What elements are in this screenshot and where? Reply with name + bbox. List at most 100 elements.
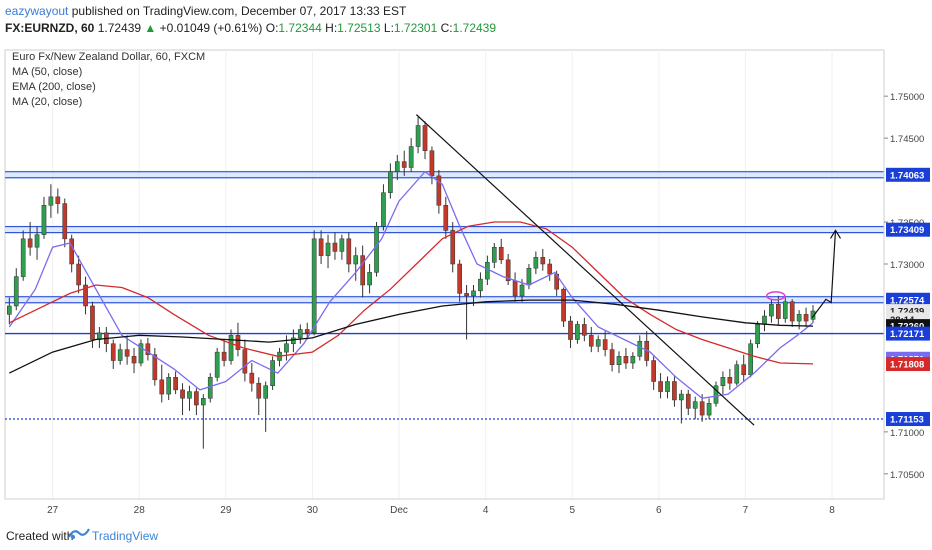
candle-body [741,364,747,376]
candle-body [692,401,698,409]
price-badge-label: 1.71153 [890,415,924,426]
candle-body [62,203,68,240]
highlight-ellipse [765,291,786,301]
header-bar: eazywayout published on TradingView.com,… [0,0,932,44]
candle-body [803,314,809,322]
candle-body [776,304,781,319]
ohlc-line: FX:EURNZD, 60 1.72439 ▲ +0.01049 (+0.61%… [5,21,496,35]
candle-body [505,259,511,282]
candle-body [526,267,532,286]
candle-body [291,337,296,344]
price-badge-label: 1.73409 [890,225,924,236]
candle-body [249,372,255,384]
y-tick-label: 1.74500 [890,134,924,145]
candle-body [408,146,414,168]
high-label: H: [325,21,338,35]
legend-ma50[interactable]: MA (50, close) [12,66,83,78]
candle-body [48,196,54,206]
price-badge [886,167,930,182]
candle-body [755,324,760,344]
candle-body [284,343,289,353]
price-badge [886,412,930,427]
candle-body [34,234,40,248]
legend-ma20[interactable]: MA (20, close) [12,96,83,108]
resistance-band [5,295,884,304]
created-with-text: Created with [6,529,74,543]
x-tick-label: 6 [656,505,662,516]
candle-body [124,349,130,357]
candle-body [256,382,262,399]
low-label: L: [383,21,394,35]
candle-body [478,278,483,292]
candle-body [173,377,178,391]
candle-body [311,238,317,334]
candle-body [374,225,379,273]
candle-body [381,192,386,227]
arrowhead-icon [829,229,842,239]
indicator-legend: Euro Fx/New Zealand Dollar, 60, FXCM MA … [12,50,205,110]
candle-body [242,349,248,374]
candle-body [263,385,268,399]
tradingview-brand[interactable]: TradingView [92,529,159,543]
candle-body [637,340,643,357]
x-tick-label: 28 [134,505,146,516]
candle-body [117,349,123,361]
legend-title: Euro Fx/New Zealand Dollar, 60, FXCM [12,51,206,63]
change-value: +0.01049 (+0.61%) [159,21,263,35]
candle-body [706,403,712,416]
candle-body [796,314,802,322]
candle-body [616,356,622,365]
candle-body [769,304,774,317]
candle-body [457,263,462,294]
price-badge [886,326,930,341]
candle-body [131,356,137,364]
candle-body [519,284,525,297]
candle-body [13,276,19,307]
candle-body [367,272,372,286]
last-price: 1.72439 [97,21,142,35]
x-tick-label: 27 [47,505,59,516]
candle-body [228,335,234,361]
candle-body [360,255,365,286]
candle-body [69,238,75,265]
candle-body [762,315,767,325]
price-badge-label: 1.71808 [890,360,924,371]
candle-body [353,255,359,265]
x-tick-label: 29 [220,505,232,516]
candle-body [748,343,753,376]
x-tick-label: 5 [569,505,575,516]
tradingview-logo-icon[interactable] [68,526,90,543]
candle-body [498,246,504,261]
candle-body [318,238,324,256]
candle-body [27,238,33,248]
price-chart[interactable]: 27282930Dec456781.750001.745001.735001.7… [0,44,932,520]
candle-body [720,377,726,386]
candle-body [713,385,719,404]
x-tick-label: 7 [743,505,749,516]
candle-body [450,230,456,265]
close-label: C: [440,21,453,35]
candle-body [76,263,81,286]
candle-body [180,389,185,399]
indicator-line [9,221,814,365]
candle-body [699,401,705,416]
candle-body [575,324,580,340]
candle-body [346,238,352,265]
legend-ema200[interactable]: EMA (200, close) [12,81,96,93]
up-triangle-icon: ▲ [144,21,157,35]
price-badge-label: 1.72574 [890,295,925,306]
candle-body [235,335,241,350]
close-value: 1.72439 [452,21,497,35]
candle-body [110,343,116,361]
chart-area[interactable]: 27282930Dec456781.750001.745001.735001.7… [0,44,932,520]
indicator-line [9,299,814,374]
candle-body [429,150,435,177]
candle-body [332,242,338,252]
candle-body [159,379,165,395]
candle-body [602,339,608,350]
low-value: 1.72301 [393,21,438,35]
indicator-line [8,170,814,399]
candle-body [41,205,47,235]
author-link[interactable]: eazywayout [5,4,69,18]
candle-body [665,381,670,392]
